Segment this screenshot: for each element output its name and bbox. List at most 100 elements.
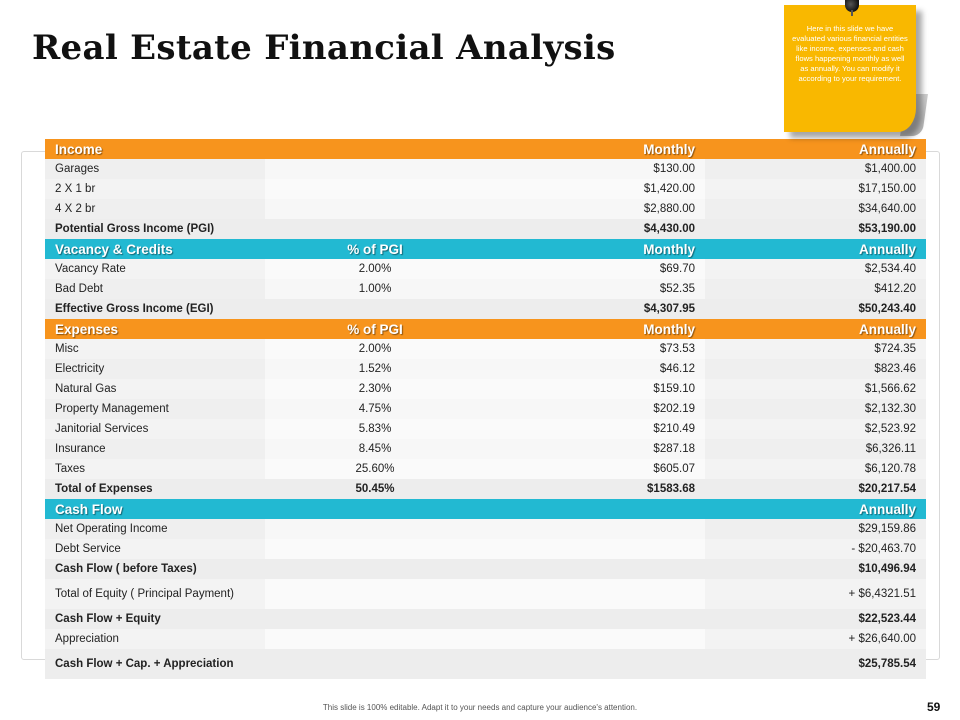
label-cell: Garages [45, 159, 265, 179]
empty-cell [265, 559, 485, 579]
table-row: Total of Equity ( Principal Payment) + $6… [45, 579, 926, 609]
annually-cell: $6,120.78 [705, 459, 926, 479]
table-row: Appreciation + $26,640.00 [45, 629, 926, 649]
table-row: Cash Flow + Cap. + Appreciation $25,785.5… [45, 649, 926, 679]
monthly-cell: $69.70 [485, 259, 705, 279]
label-cell: Electricity [45, 359, 265, 379]
label-cell: Insurance [45, 439, 265, 459]
cashflow-header-label-cell: Cash Flow [55, 501, 123, 517]
expenses-header-label-cell: Expenses [55, 321, 119, 337]
expenses-header-annually-cell: Annually [858, 321, 916, 337]
monthly-cell: $287.18 [485, 439, 705, 459]
expenses-total-row: Total of Expenses 50.45% $1583.68 $20,217.5… [45, 479, 926, 499]
monthly-cell: $210.49 [485, 419, 705, 439]
annually-cell: $25,785.54 [705, 649, 926, 679]
income-header: Income Monthly Annually [45, 139, 926, 159]
empty-cell [265, 579, 485, 609]
annually-cell: $6,326.11 [705, 439, 926, 459]
pushpin-icon [845, 0, 859, 12]
monthly-cell: $130.00 [485, 159, 705, 179]
table-row: Property Management 4.75% $202.19 $2,132.30 [45, 399, 926, 419]
annually-cell: $17,150.00 [705, 179, 926, 199]
annually-cell: $34,640.00 [705, 199, 926, 219]
monthly-cell: $605.07 [485, 459, 705, 479]
monthly-cell: $202.19 [485, 399, 705, 419]
percent-cell: 1.00% [265, 279, 485, 299]
label-cell: Misc [45, 339, 265, 359]
label-cell: Potential Gross Income (PGI) [45, 219, 265, 239]
income-header-monthly-cell: Monthly [643, 141, 695, 157]
annually-cell: $22,523.44 [705, 609, 926, 629]
empty-cell [265, 629, 485, 649]
table-row: Taxes 25.60% $605.07 $6,120.78 [45, 459, 926, 479]
footer-note: This slide is 100% editable. Adapt it to… [322, 703, 638, 712]
cashflow-header-annually-cell: Annually [858, 501, 916, 517]
percent-cell: 25.60% [265, 459, 485, 479]
percent-cell [265, 219, 485, 239]
sticky-note [784, 5, 916, 132]
percent-cell: 2.00% [265, 339, 485, 359]
income-header-percent-cell [265, 139, 485, 159]
empty-cell [485, 629, 705, 649]
annually-cell: $1,400.00 [705, 159, 926, 179]
annually-cell: $10,496.94 [705, 559, 926, 579]
table-row: Net Operating Income $29,159.86 [45, 519, 926, 539]
annually-cell: $2,534.40 [705, 259, 926, 279]
label-cell: Cash Flow + Equity [45, 609, 265, 629]
label-cell: Cash Flow ( before Taxes) [45, 559, 265, 579]
label-cell: Property Management [45, 399, 265, 419]
monthly-cell: $46.12 [485, 359, 705, 379]
monthly-cell: $4,307.95 [485, 299, 705, 319]
monthly-cell: $4,430.00 [485, 219, 705, 239]
annually-cell: $724.35 [705, 339, 926, 359]
annually-cell: + $26,640.00 [705, 629, 926, 649]
table-row: Misc 2.00% $73.53 $724.35 [45, 339, 926, 359]
vacancy-header-percent-cell: % of PGI [347, 241, 403, 257]
empty-cell [485, 579, 705, 609]
percent-cell: 4.75% [265, 399, 485, 419]
cashflow-header: Cash Flow Annually [45, 499, 926, 519]
empty-cell [485, 649, 705, 679]
label-cell: 2 X 1 br [45, 179, 265, 199]
label-cell: Bad Debt [45, 279, 265, 299]
label-cell: Net Operating Income [45, 519, 265, 539]
percent-cell: 50.45% [265, 479, 485, 499]
label-cell: Appreciation [45, 629, 265, 649]
table-row: Janitorial Services 5.83% $210.49 $2,523.92 [45, 419, 926, 439]
label-cell: Natural Gas [45, 379, 265, 399]
percent-cell [265, 299, 485, 319]
annually-cell: + $6,4321.51 [705, 579, 926, 609]
percent-cell [265, 179, 485, 199]
table-row: Vacancy Rate 2.00% $69.70 $2,534.40 [45, 259, 926, 279]
monthly-cell: $73.53 [485, 339, 705, 359]
label-cell: Cash Flow + Cap. + Appreciation [45, 649, 265, 679]
annually-cell: $1,566.62 [705, 379, 926, 399]
expenses-header-percent-cell: % of PGI [347, 321, 403, 337]
vacancy-header-annually-cell: Annually [858, 241, 916, 257]
table-row: Bad Debt 1.00% $52.35 $412.20 [45, 279, 926, 299]
monthly-cell: $1,420.00 [485, 179, 705, 199]
empty-cell [265, 609, 485, 629]
annually-cell: $20,217.54 [705, 479, 926, 499]
page-title: Real Estate Financial Analysis [32, 28, 616, 68]
empty-cell [485, 519, 705, 539]
monthly-cell: $159.10 [485, 379, 705, 399]
expenses-header: Expenses % of PGI Monthly Annually [45, 319, 926, 339]
monthly-cell: $52.35 [485, 279, 705, 299]
vacancy-header: Vacancy & Credits % of PGI Monthly Annually [45, 239, 926, 259]
annually-cell: $50,243.40 [705, 299, 926, 319]
monthly-cell: $2,880.00 [485, 199, 705, 219]
percent-cell [265, 159, 485, 179]
cashflow-header-monthly-cell [485, 499, 705, 519]
percent-cell [265, 199, 485, 219]
income-header-annually-cell: Annually [858, 141, 916, 157]
label-cell: Debt Service [45, 539, 265, 559]
page-number: 59 [927, 700, 941, 714]
financial-table: Income Monthly Annually Garages $130.00 $1,40… [45, 139, 926, 679]
vacancy-header-label-cell: Vacancy & Credits [55, 241, 173, 257]
percent-cell: 8.45% [265, 439, 485, 459]
label-cell: Taxes [45, 459, 265, 479]
annually-cell: $2,132.30 [705, 399, 926, 419]
table-row: Natural Gas 2.30% $159.10 $1,566.62 [45, 379, 926, 399]
table-row: Electricity 1.52% $46.12 $823.46 [45, 359, 926, 379]
